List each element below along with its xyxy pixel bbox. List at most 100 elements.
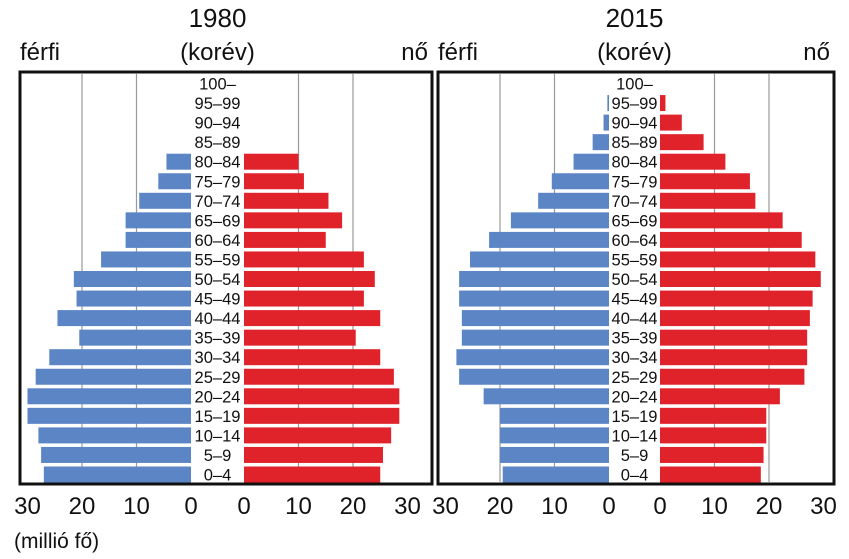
bar-ferfi-18: [38, 427, 192, 444]
bar-ferfi-10: [459, 271, 609, 287]
age-label: 25–29: [195, 368, 241, 387]
bar-ferfi-11: [459, 290, 609, 307]
age-label: 80–84: [612, 153, 658, 172]
bar-no-12: [244, 310, 381, 327]
bar-no-15: [244, 368, 394, 385]
tick-label-right: 0: [653, 493, 666, 520]
bar-no-5: [660, 173, 750, 190]
age-label: 100–: [199, 75, 236, 94]
bar-no-19: [660, 446, 764, 463]
age-label: 60–64: [612, 231, 658, 250]
age-label: 45–49: [612, 290, 658, 309]
age-label: 100–: [616, 75, 653, 94]
age-label: 50–54: [195, 270, 241, 289]
bar-no-13: [660, 329, 808, 346]
bar-ferfi-15: [35, 368, 191, 385]
bar-ferfi-10: [73, 271, 191, 287]
tick-label-left: 30: [14, 493, 41, 520]
tick-label-right: 30: [810, 493, 837, 520]
age-label: 20–24: [612, 387, 658, 406]
age-label: 15–19: [612, 407, 658, 426]
bar-ferfi-20: [43, 466, 191, 483]
bar-no-1: [660, 95, 666, 112]
bar-no-2: [660, 114, 682, 131]
age-label: 85–89: [195, 133, 241, 152]
tick-label-left: 0: [184, 493, 197, 520]
bar-no-20: [660, 466, 761, 483]
bar-ferfi-20: [502, 466, 609, 483]
age-label: 90–94: [612, 114, 658, 133]
bar-ferfi-12: [461, 310, 609, 327]
bar-no-11: [244, 290, 364, 307]
age-label: 25–29: [612, 368, 658, 387]
bar-no-7: [660, 212, 783, 229]
bar-no-15: [660, 368, 805, 385]
bar-no-6: [244, 192, 329, 209]
age-label: 50–54: [612, 270, 658, 289]
bar-no-3: [660, 134, 704, 151]
tick-label-right: 0: [237, 493, 250, 520]
tick-label-left: 20: [487, 493, 514, 520]
bar-ferfi-8: [125, 231, 191, 248]
bar-no-4: [660, 153, 726, 170]
age-label: 65–69: [612, 211, 658, 230]
bar-ferfi-8: [489, 231, 609, 248]
bar-ferfi-14: [456, 349, 609, 366]
bar-ferfi-9: [470, 251, 609, 268]
bar-no-9: [244, 251, 364, 268]
bar-ferfi-16: [27, 388, 191, 405]
bar-ferfi-17: [500, 407, 609, 424]
age-label: 10–14: [612, 426, 658, 445]
bar-no-11: [660, 290, 813, 307]
age-label: 10–14: [195, 426, 241, 445]
bar-ferfi-19: [41, 446, 191, 463]
age-label: 75–79: [612, 172, 658, 191]
age-label: 0–4: [621, 466, 649, 485]
bar-ferfi-9: [101, 251, 191, 268]
tick-label-right: 10: [701, 493, 728, 520]
bar-no-12: [660, 310, 810, 327]
tick-label-right: 20: [340, 493, 367, 520]
bar-ferfi-6: [139, 192, 191, 209]
age-label: 40–44: [195, 309, 241, 328]
bar-no-13: [244, 329, 356, 346]
bar-ferfi-2: [603, 114, 609, 131]
age-label: 80–84: [195, 153, 241, 172]
age-label: 90–94: [195, 114, 241, 133]
bar-ferfi-16: [483, 388, 609, 405]
age-label: 15–19: [195, 407, 241, 426]
bar-no-16: [244, 388, 400, 405]
left-label: férfi: [438, 39, 478, 66]
plot-frame: [18, 70, 434, 486]
bar-no-14: [660, 349, 808, 366]
age-label: 95–99: [612, 94, 658, 113]
age-label: 95–99: [195, 94, 241, 113]
bar-ferfi-17: [27, 407, 191, 424]
bar-ferfi-18: [500, 427, 609, 444]
bar-ferfi-5: [158, 173, 191, 190]
age-label: 20–24: [195, 387, 241, 406]
age-label: 75–79: [195, 172, 241, 191]
unit-label: (millió fő): [14, 530, 99, 553]
bar-ferfi-7: [510, 212, 609, 229]
tick-label-left: 20: [69, 493, 96, 520]
bar-ferfi-7: [125, 212, 191, 229]
bar-no-20: [244, 466, 381, 483]
age-label: 70–74: [195, 192, 241, 211]
age-label: 55–59: [195, 250, 241, 269]
bar-no-17: [660, 407, 767, 424]
bar-ferfi-3: [592, 134, 609, 151]
age-label: 30–34: [612, 348, 658, 367]
age-label: 35–39: [195, 329, 241, 348]
bar-no-18: [660, 427, 767, 444]
age-label: 30–34: [195, 348, 241, 367]
age-label: 85–89: [612, 133, 658, 152]
bar-ferfi-14: [49, 349, 191, 366]
bar-ferfi-13: [461, 329, 609, 346]
age-label: 40–44: [612, 309, 658, 328]
tick-label-right: 10: [285, 493, 312, 520]
pyramid-1980: 100–95–9990–9485–8980–8475–7970–7465–696…: [14, 3, 434, 520]
age-label: 60–64: [195, 231, 241, 250]
panel-title: 2015: [606, 3, 664, 33]
bar-no-16: [660, 388, 780, 405]
